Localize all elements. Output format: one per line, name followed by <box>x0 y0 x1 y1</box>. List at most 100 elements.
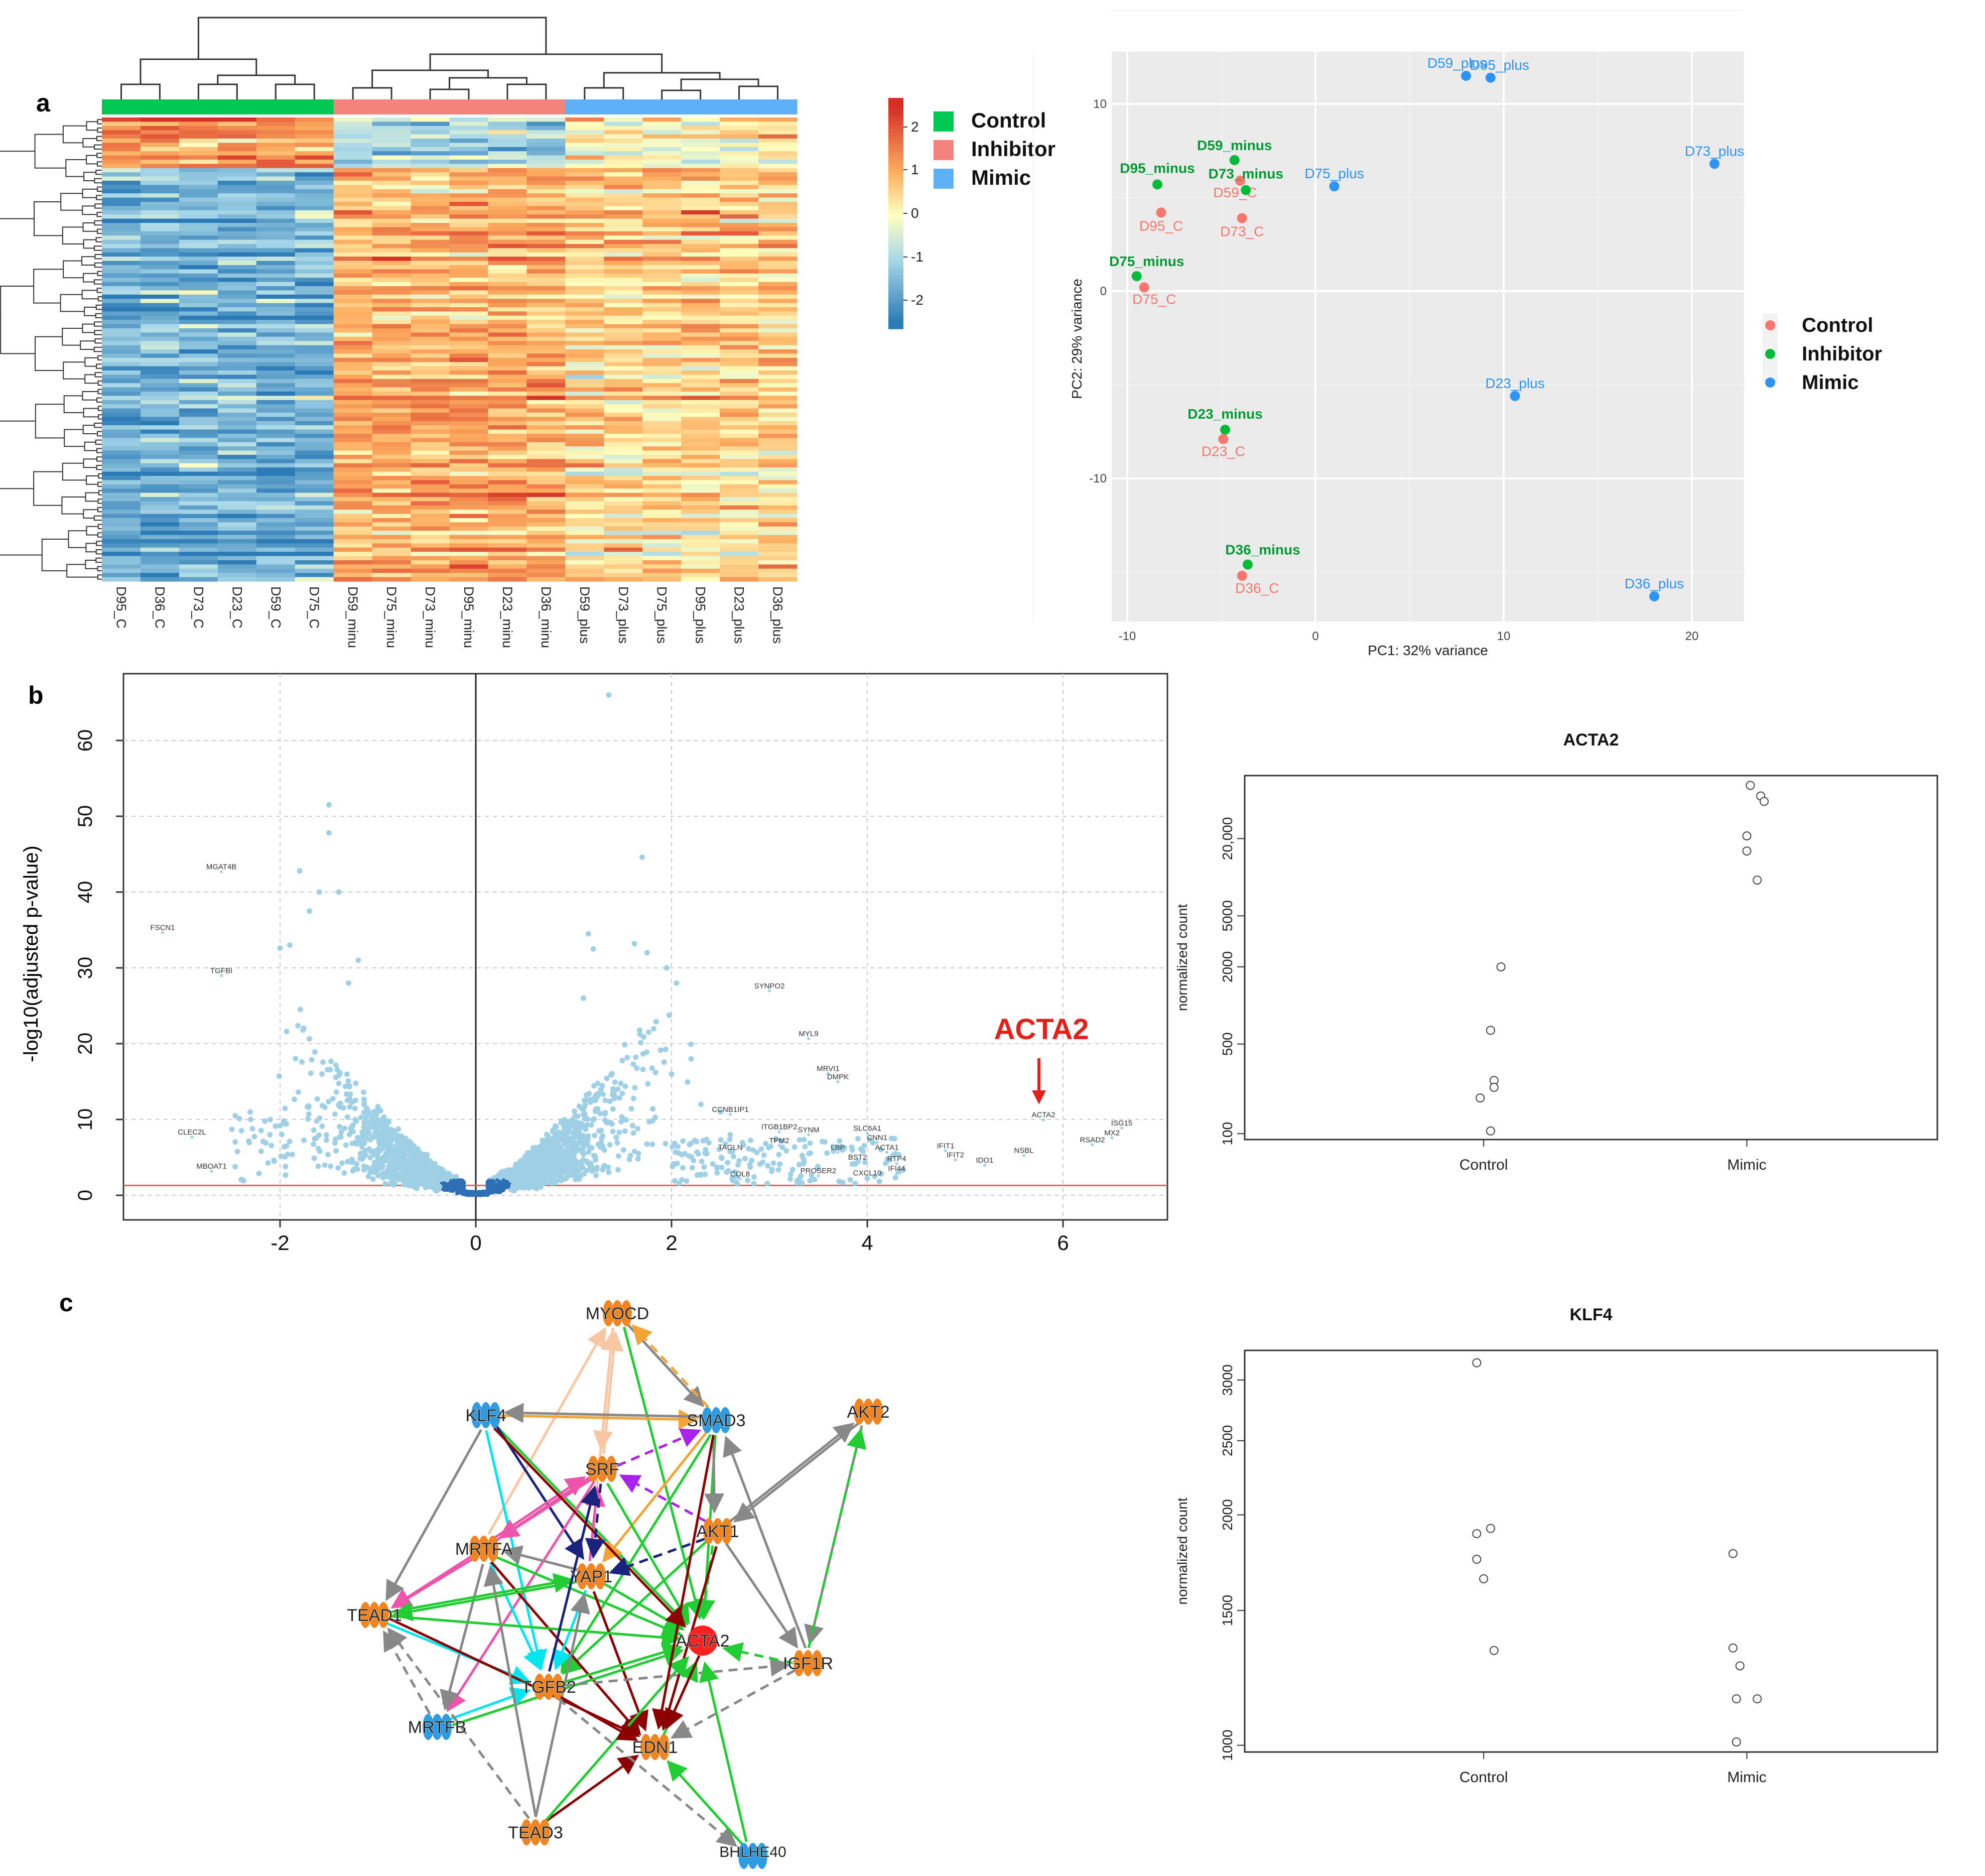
heatmap-cell <box>449 248 488 253</box>
heatmap-cell <box>295 488 334 493</box>
heatmap-cell <box>295 121 334 127</box>
heatmap-cell <box>720 172 759 177</box>
volcano-point <box>837 1138 843 1144</box>
heatmap-cell <box>681 526 720 531</box>
heatmap-cell <box>140 218 180 223</box>
heatmap-cell <box>488 181 527 185</box>
heatmap-cell <box>102 357 141 362</box>
heatmap-cell <box>217 396 257 401</box>
volcano-point <box>384 1149 390 1155</box>
volcano-point <box>339 1160 345 1166</box>
heatmap-cell <box>179 121 218 127</box>
heatmap-cell <box>565 299 604 304</box>
pca-legend-label: Inhibitor <box>1802 343 1882 365</box>
dendrogram-branch <box>96 288 102 293</box>
volcano-point <box>518 1176 523 1182</box>
heatmap-cell <box>488 265 527 270</box>
heatmap-cell <box>256 463 296 468</box>
heatmap-cell <box>102 413 141 417</box>
heatmap-cell <box>720 547 759 552</box>
volcano-point <box>352 1097 358 1103</box>
heatmap-cell <box>256 370 296 375</box>
heatmap-cell <box>256 408 296 413</box>
panel-label-b: b <box>28 681 44 709</box>
heatmap-cell <box>604 286 643 291</box>
volcano-point <box>511 1174 517 1180</box>
heatmap-cell <box>372 176 412 181</box>
heatmap-cell <box>604 341 643 346</box>
volcano-frame <box>122 673 1168 1221</box>
heatmap-cell <box>333 227 373 232</box>
volcano-point <box>698 1172 704 1178</box>
heatmap-cell <box>372 353 412 358</box>
heatmap-cell <box>604 336 643 341</box>
heatmap-cell <box>449 172 488 177</box>
volcano-point <box>550 1158 556 1164</box>
volcano-point <box>391 1152 397 1158</box>
heatmap-cell <box>449 147 488 152</box>
heatmap-cell <box>604 543 643 548</box>
heatmap-cell <box>411 332 450 337</box>
heatmap-cell <box>217 303 257 308</box>
heatmap-cell <box>526 290 566 295</box>
heatmap-cell <box>372 265 412 270</box>
heatmap-cell <box>295 172 334 177</box>
heatmap-cell <box>217 573 257 578</box>
color-scale-step <box>888 182 903 187</box>
volcano-point <box>735 1162 741 1168</box>
heatmap-cell <box>604 374 643 380</box>
heatmap-cell <box>681 387 720 392</box>
heatmap-cell <box>179 206 218 211</box>
dendrogram-branch <box>62 462 87 481</box>
heatmap-cell <box>449 531 488 536</box>
heatmap-cell <box>565 476 604 480</box>
heatmap-cell <box>720 577 759 582</box>
heatmap-cell <box>102 404 141 409</box>
heatmap-cell <box>642 189 682 194</box>
heatmap-cell <box>140 164 180 169</box>
heatmap-cell <box>295 311 334 316</box>
pca-legend-dot <box>1765 378 1775 388</box>
heatmap-cell <box>720 139 759 143</box>
volcano-point <box>672 1178 678 1184</box>
volcano-point <box>346 1084 352 1090</box>
heatmap-cell <box>295 349 334 354</box>
heatmap-cell <box>565 261 604 266</box>
heatmap-cell <box>681 324 720 329</box>
dendrogram-branch <box>97 566 102 571</box>
heatmap-cell <box>565 425 604 430</box>
heatmap-cell <box>333 467 373 472</box>
heatmap-cell <box>179 501 218 506</box>
heatmap-cell <box>140 299 180 304</box>
heatmap-cell <box>333 568 373 573</box>
heatmap-cell <box>411 210 450 215</box>
volcano-point <box>609 1071 615 1077</box>
heatmap-cell <box>449 568 488 573</box>
heatmap-cell <box>372 227 412 232</box>
volcano-point <box>593 1173 599 1178</box>
heatmap-cell <box>102 197 141 202</box>
heatmap-cell <box>140 560 180 565</box>
heatmap-cell <box>565 147 604 152</box>
volcano-point <box>368 1118 374 1124</box>
heatmap-cell <box>720 185 759 190</box>
heatmap-cell <box>720 560 759 565</box>
legend-swatch <box>934 169 954 189</box>
heatmap-cell <box>565 176 604 181</box>
volcano-point <box>732 1169 738 1175</box>
heatmap-cell <box>681 202 720 206</box>
heatmap-cell <box>720 531 759 536</box>
heatmap-cell <box>256 143 296 148</box>
heatmap-cell <box>526 374 566 380</box>
heatmap-cell <box>256 467 296 472</box>
dendrogram-branch <box>94 321 102 327</box>
heatmap-cell <box>295 429 334 434</box>
heatmap-cell <box>372 539 412 544</box>
volcano-point <box>342 1083 348 1089</box>
heatmap-cell <box>102 332 141 337</box>
volcano-point <box>361 1089 366 1095</box>
pca-point-label: D73_minus <box>1209 166 1283 182</box>
volcano-point <box>298 1007 303 1013</box>
heatmap-cell <box>642 446 682 451</box>
heatmap-cell <box>526 176 566 181</box>
